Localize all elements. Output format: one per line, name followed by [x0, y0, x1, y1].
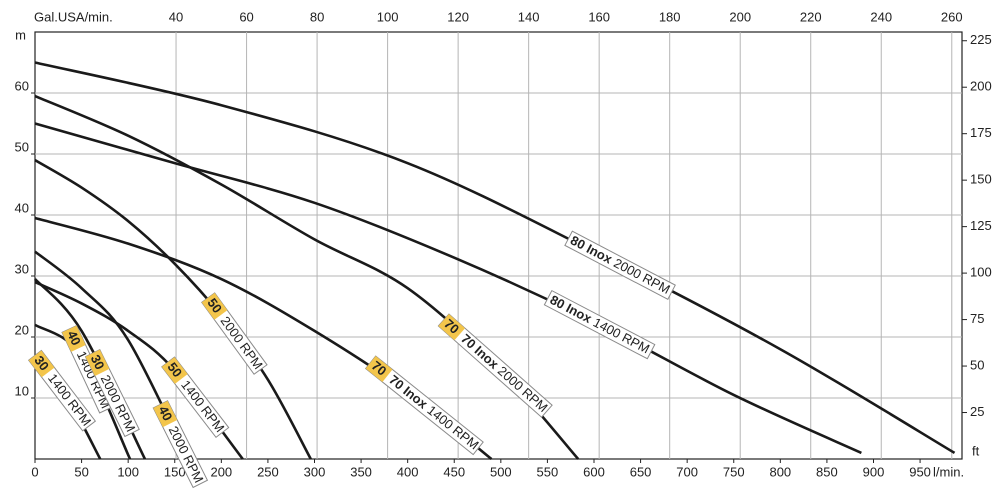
x-tick-label: 700 — [676, 464, 698, 479]
x2-tick-label: 200 — [729, 9, 751, 24]
y-tick-label: 60 — [15, 78, 29, 93]
x2-tick-label: 40 — [169, 9, 183, 24]
x-tick-label: 750 — [723, 464, 745, 479]
label-badge — [201, 292, 228, 320]
x-tick-label: 400 — [397, 464, 419, 479]
y2-tick-label: 225 — [970, 32, 992, 47]
x-tick-label: 200 — [210, 464, 232, 479]
x-axis-label: l/min. — [933, 464, 964, 479]
x2-tick-label: 100 — [377, 9, 399, 24]
x-tick-label: 300 — [304, 464, 326, 479]
label-badge-text: 50 — [204, 295, 225, 316]
label-rpm: 1400 RPM — [178, 377, 227, 435]
x-tick-label: 150 — [164, 464, 186, 479]
y-tick-label: 30 — [15, 261, 29, 276]
x-tick-label: 900 — [863, 464, 885, 479]
x-tick-label: 550 — [537, 464, 559, 479]
label-box — [437, 313, 553, 418]
label-badge-text: 50 — [164, 359, 185, 380]
x-tick-label: 350 — [350, 464, 372, 479]
label-rpm: 1400 RPM — [424, 402, 481, 452]
x2-tick-label: 140 — [518, 9, 540, 24]
label-badge — [161, 357, 188, 384]
x2-tick-label: 260 — [941, 9, 963, 24]
label-badge — [85, 349, 110, 377]
label-box — [543, 289, 656, 360]
grid — [35, 32, 962, 459]
label-rpm: 1400 RPM — [591, 315, 652, 357]
label-badge — [28, 350, 55, 378]
y-tick-label: 20 — [15, 322, 29, 337]
label-badge — [153, 400, 178, 428]
label-badge — [438, 314, 466, 341]
x-tick-label: 650 — [630, 464, 652, 479]
y-tick-label: 50 — [15, 139, 29, 154]
x2-axis-label: Gal.USA/min. — [34, 9, 113, 24]
plot-frame — [34, 31, 963, 460]
y2-tick-label: 125 — [970, 218, 992, 233]
label-rpm: 2000 RPM — [495, 363, 551, 415]
x2-tick-label: 240 — [870, 9, 892, 24]
x-tick-label: 800 — [769, 464, 791, 479]
label-badge-text: 40 — [156, 403, 176, 423]
x-tick-label: 0 — [31, 464, 38, 479]
x2-tick-label: 80 — [310, 9, 324, 24]
curves — [33, 61, 956, 461]
x2-tick-label: 120 — [447, 9, 469, 24]
x2-tick-label: 160 — [588, 9, 610, 24]
x-tick-label: 500 — [490, 464, 512, 479]
y2-tick-label: 150 — [970, 172, 992, 187]
pump-curve — [34, 158, 312, 460]
label-badge — [365, 356, 393, 382]
x-tick-label: 600 — [583, 464, 605, 479]
label-model: 70 Inox — [386, 372, 431, 412]
x-tick-label: 250 — [257, 464, 279, 479]
y2-axis-label: ft — [972, 443, 980, 458]
y2-tick-label: 200 — [970, 79, 992, 94]
pump-curve — [34, 216, 493, 461]
pump-curve — [34, 61, 956, 455]
x-tick-label: 950 — [909, 464, 931, 479]
x2-tick-label: 60 — [239, 9, 253, 24]
label-badge-text: 40 — [64, 328, 84, 347]
y-tick-label: 40 — [15, 200, 29, 215]
label-rpm: 2000 RPM — [218, 313, 266, 371]
y2-tick-label: 100 — [970, 265, 992, 280]
x-tick-label: 50 — [74, 464, 88, 479]
y2-tick-label: 175 — [970, 125, 992, 140]
x-tick-label: 450 — [443, 464, 465, 479]
x-tick-label: 850 — [816, 464, 838, 479]
y2-tick-label: 50 — [970, 357, 984, 372]
x2-tick-label: 180 — [659, 9, 681, 24]
label-badge-text: 30 — [88, 352, 108, 372]
label-badge-text: 30 — [31, 353, 52, 374]
label-badge — [62, 325, 86, 352]
y-tick-label: 10 — [15, 383, 29, 398]
pump-curve — [34, 122, 862, 455]
y-axis-label: m — [15, 27, 26, 42]
x-tick-label: 100 — [117, 464, 139, 479]
y2-tick-label: 25 — [970, 404, 984, 419]
y2-tick-label: 75 — [970, 311, 984, 326]
x2-tick-label: 220 — [800, 9, 822, 24]
label-box — [564, 230, 676, 300]
